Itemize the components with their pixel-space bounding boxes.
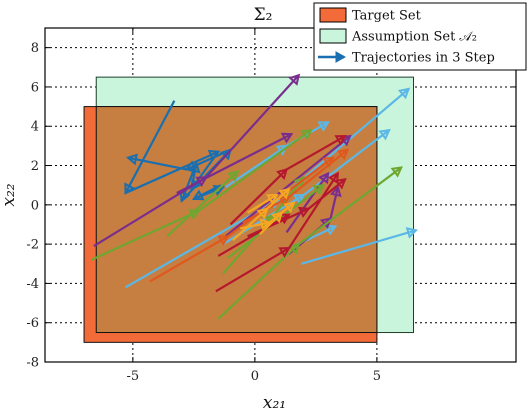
trajectory-line <box>246 194 278 214</box>
trajectory-arrowhead <box>334 177 347 190</box>
trajectory-arrowhead <box>397 87 411 100</box>
trajectory-arrowhead <box>278 213 291 225</box>
trajectory-arrowhead <box>280 132 294 144</box>
y-tick-label: -8 <box>26 356 39 371</box>
trajectory-arrowhead <box>283 201 296 214</box>
trajectory-arrowhead <box>317 121 330 132</box>
trajectory-arrowhead <box>184 160 198 172</box>
axes-frame <box>44 27 517 363</box>
x-tick-label: 0 <box>251 369 259 384</box>
x-tick-label: -5 <box>127 369 140 384</box>
trajectory-arrowhead <box>334 135 347 146</box>
trajectory-arrowhead <box>405 227 418 239</box>
trajectory-arrowhead <box>276 168 289 180</box>
trajectory-arrowhead <box>324 224 338 236</box>
trajectory-arrowhead <box>288 242 301 255</box>
trajectory-line <box>166 170 239 238</box>
trajectory-arrowhead <box>297 206 311 218</box>
trajectory-arrowhead <box>207 149 221 161</box>
y-tick-label: 2 <box>31 159 39 174</box>
y-tick-label: 6 <box>31 80 39 95</box>
chart-title: Σ₂ <box>254 5 273 25</box>
y-tick-label: 8 <box>31 41 39 56</box>
legend-swatch <box>319 7 347 23</box>
plot-area: -5 0 5 -8 -6 -4 -2 0 2 4 6 8 Σ₂ x₂₁ x₂₂ <box>0 5 517 413</box>
legend: Target Set Assumption Set 𝒜₂ Trajectories … <box>313 2 527 71</box>
y-tick-label: -4 <box>26 277 39 292</box>
trajectory-arrowhead <box>256 207 269 220</box>
trajectory-arrowhead <box>318 171 330 185</box>
legend-label: Target Set <box>352 9 422 24</box>
trajectory-arrowhead <box>336 148 350 161</box>
trajectory-arrowhead <box>271 211 284 224</box>
trajectory-arrowhead <box>292 193 306 205</box>
trajectory-arrowhead <box>227 170 240 182</box>
legend-label: Trajectories in 3 Step <box>352 51 495 66</box>
trajectory-arrowhead <box>378 128 391 141</box>
legend-label: Assumption Set 𝒜₂ <box>351 30 477 45</box>
trajectory-arrowhead <box>217 235 230 246</box>
trajectory-arrowhead <box>312 183 325 196</box>
legend-swatch <box>319 28 347 44</box>
trajectory-arrowhead <box>192 189 205 201</box>
trajectory-line <box>300 229 417 265</box>
trajectory-arrowhead <box>329 185 342 198</box>
trajectory-arrowhead <box>124 182 136 195</box>
trajectory-arrowhead <box>259 218 272 231</box>
y-tick-label: 0 <box>31 198 39 213</box>
trajectory-arrowhead <box>278 246 291 258</box>
y-axis-label: x₂₂ <box>0 183 19 206</box>
trajectory-arrowhead <box>266 193 279 205</box>
legend-swatch <box>335 51 347 63</box>
trajectory-line <box>176 133 292 195</box>
trajectory-line <box>285 172 329 233</box>
trajectory-arrowhead <box>327 171 339 185</box>
trajectory-arrowhead <box>179 190 191 203</box>
legend-box <box>313 2 527 71</box>
trajectory-arrowhead <box>390 166 403 178</box>
x-axis-label: x₂₁ <box>263 393 286 413</box>
trajectory-arrowhead <box>125 153 138 166</box>
trajectory-line <box>258 211 283 236</box>
x-tick-label: 5 <box>373 369 381 384</box>
trajectory-arrowhead <box>300 128 313 141</box>
y-tick-label: 4 <box>31 120 39 135</box>
y-tick-label: -6 <box>26 316 39 331</box>
y-tick-label: -2 <box>26 238 39 253</box>
trajectory-arrowhead <box>278 187 291 200</box>
trajectory-line <box>217 213 290 257</box>
trajectory-arrowhead <box>288 73 301 86</box>
